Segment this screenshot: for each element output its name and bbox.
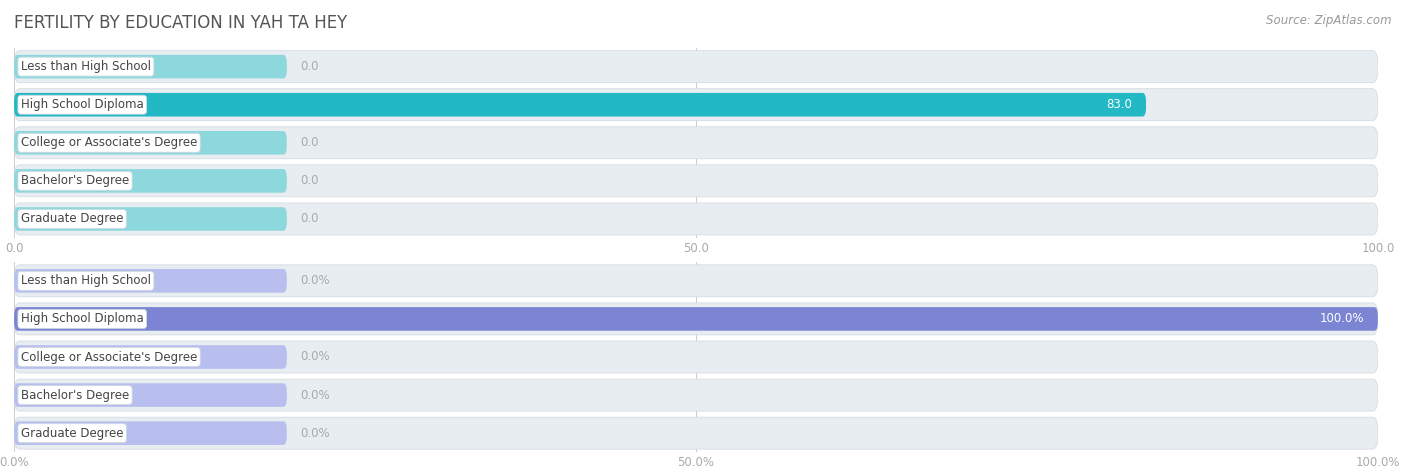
Text: 0.0: 0.0 (301, 174, 319, 188)
Text: Bachelor's Degree: Bachelor's Degree (21, 174, 129, 188)
FancyBboxPatch shape (14, 379, 1378, 411)
Text: Source: ZipAtlas.com: Source: ZipAtlas.com (1267, 14, 1392, 27)
Text: 0.0: 0.0 (301, 136, 319, 149)
FancyBboxPatch shape (14, 421, 287, 445)
FancyBboxPatch shape (14, 50, 1378, 83)
FancyBboxPatch shape (14, 383, 287, 407)
FancyBboxPatch shape (14, 203, 1378, 235)
FancyBboxPatch shape (14, 345, 287, 369)
FancyBboxPatch shape (14, 55, 287, 79)
Text: High School Diploma: High School Diploma (21, 98, 143, 111)
Text: 0.0%: 0.0% (301, 426, 330, 440)
Text: College or Associate's Degree: College or Associate's Degree (21, 350, 197, 364)
Text: Less than High School: Less than High School (21, 274, 150, 288)
Text: Graduate Degree: Graduate Degree (21, 426, 124, 440)
Text: Graduate Degree: Graduate Degree (21, 212, 124, 226)
Text: College or Associate's Degree: College or Associate's Degree (21, 136, 197, 149)
FancyBboxPatch shape (14, 127, 1378, 159)
FancyBboxPatch shape (14, 341, 1378, 373)
Text: FERTILITY BY EDUCATION IN YAH TA HEY: FERTILITY BY EDUCATION IN YAH TA HEY (14, 14, 347, 32)
FancyBboxPatch shape (14, 89, 1378, 121)
Text: 0.0%: 0.0% (301, 388, 330, 402)
Text: High School Diploma: High School Diploma (21, 312, 143, 326)
FancyBboxPatch shape (14, 303, 1378, 335)
Text: 83.0: 83.0 (1107, 98, 1132, 111)
Text: Bachelor's Degree: Bachelor's Degree (21, 388, 129, 402)
FancyBboxPatch shape (14, 417, 1378, 449)
Text: Less than High School: Less than High School (21, 60, 150, 73)
Text: 0.0: 0.0 (301, 60, 319, 73)
FancyBboxPatch shape (14, 265, 1378, 297)
Text: 0.0%: 0.0% (301, 274, 330, 288)
FancyBboxPatch shape (14, 207, 287, 231)
Text: 0.0: 0.0 (301, 212, 319, 226)
FancyBboxPatch shape (14, 165, 1378, 197)
FancyBboxPatch shape (14, 307, 1378, 331)
FancyBboxPatch shape (14, 93, 1146, 117)
Text: 0.0%: 0.0% (301, 350, 330, 364)
Text: 100.0%: 100.0% (1320, 312, 1364, 326)
FancyBboxPatch shape (14, 131, 287, 155)
FancyBboxPatch shape (14, 269, 287, 293)
FancyBboxPatch shape (14, 169, 287, 193)
